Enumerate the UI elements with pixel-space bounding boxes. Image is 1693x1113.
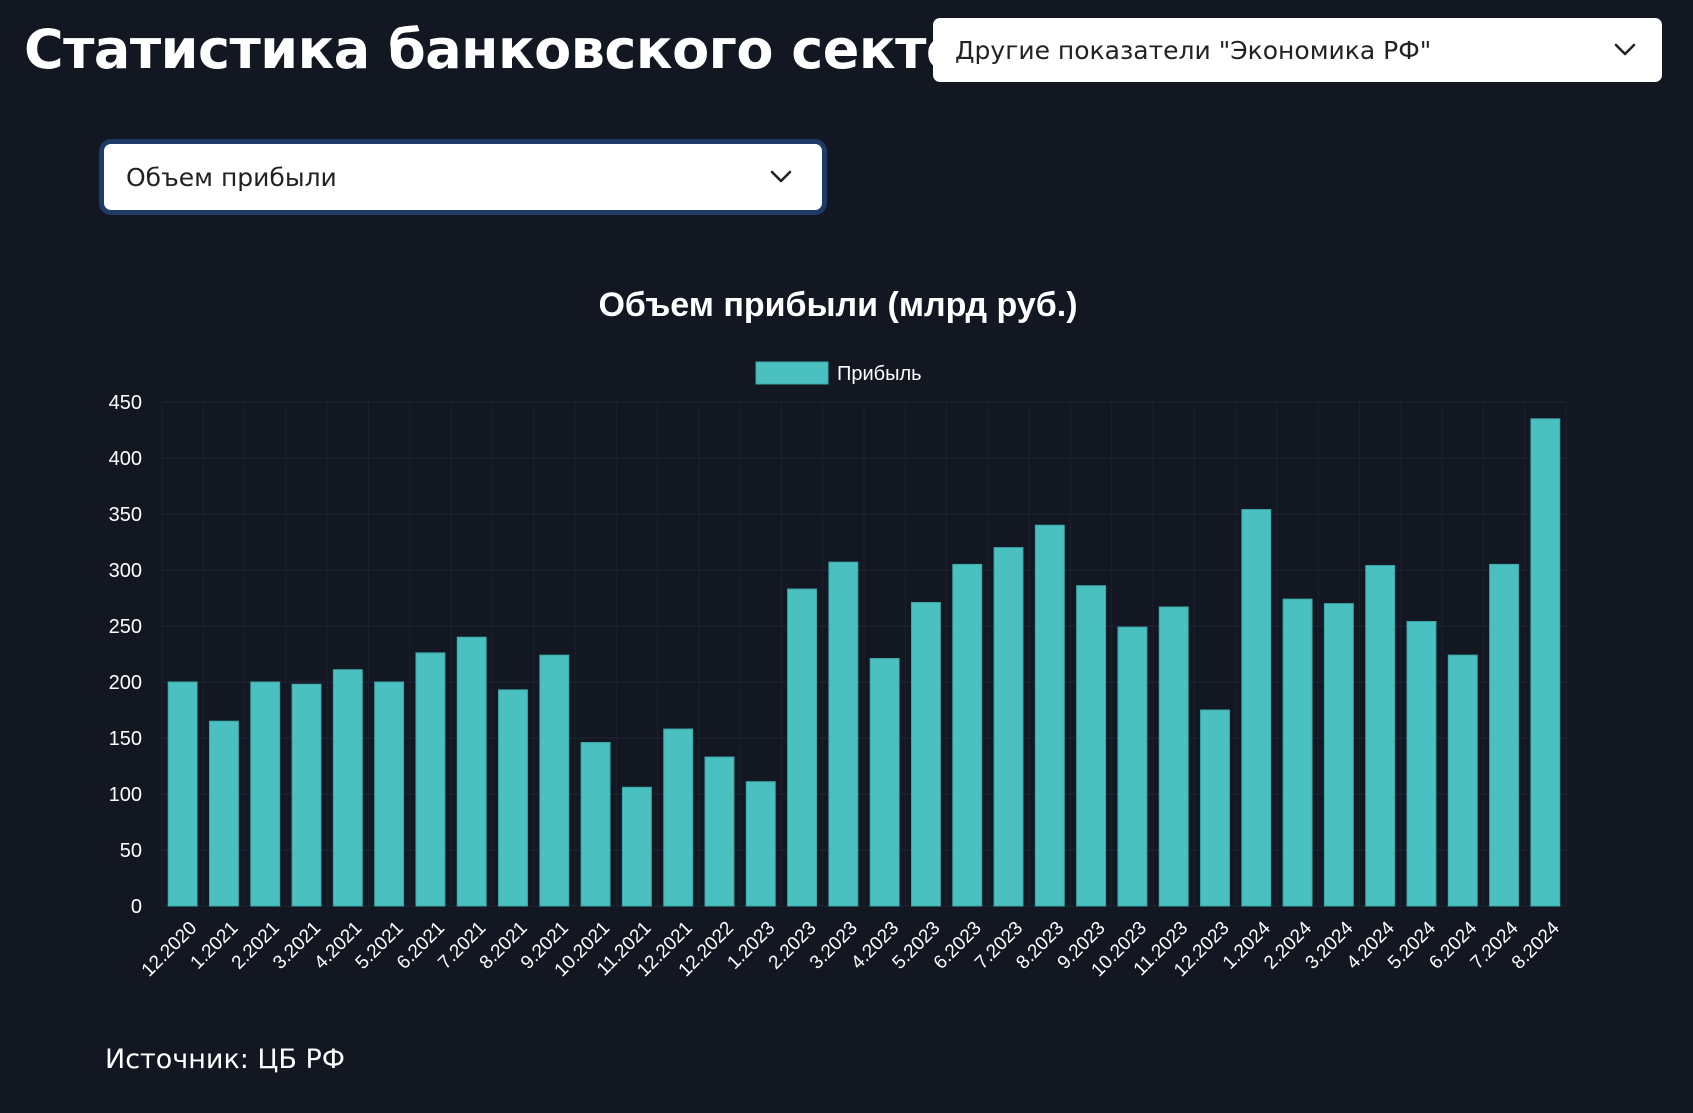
profit-chart: Объем прибыли (млрд руб.) Прибыль 0 50 100… <box>90 270 1590 1030</box>
bar[interactable] <box>456 636 487 907</box>
bar-layer <box>167 418 1561 907</box>
bar[interactable] <box>745 781 776 907</box>
bar[interactable] <box>1117 626 1148 907</box>
bar[interactable] <box>993 547 1024 907</box>
metric-select-value: Объем прибыли <box>126 162 337 192</box>
bar[interactable] <box>869 657 900 907</box>
bar[interactable] <box>250 681 281 907</box>
x-axis: 12.20201.20212.20213.20214.20215.20216.2… <box>138 917 1564 981</box>
x-tick-label: 8.2024 <box>1508 917 1564 973</box>
bar[interactable] <box>1076 585 1107 907</box>
x-tick-label: 12.2020 <box>138 918 201 981</box>
bar[interactable] <box>1323 603 1354 907</box>
y-tick-label: 450 <box>109 392 142 414</box>
other-indicators-select[interactable]: Другие показатели "Экономика РФ" <box>933 18 1662 82</box>
bar[interactable] <box>828 561 859 907</box>
bar[interactable] <box>787 588 818 907</box>
y-tick-label: 50 <box>120 840 142 862</box>
bar[interactable] <box>910 601 941 907</box>
chevron-down-icon <box>770 170 792 183</box>
y-tick-label: 250 <box>109 616 142 638</box>
bar[interactable] <box>374 681 405 907</box>
bar[interactable] <box>415 652 446 907</box>
bar[interactable] <box>1282 598 1313 907</box>
y-tick-label: 400 <box>109 448 142 470</box>
bar[interactable] <box>167 681 198 907</box>
bar[interactable] <box>1365 565 1396 907</box>
chevron-down-icon <box>1614 43 1636 56</box>
chart-svg: Объем прибыли (млрд руб.) Прибыль 0 50 100… <box>109 286 1567 981</box>
y-tick-label: 150 <box>109 728 142 750</box>
y-tick-label: 350 <box>109 504 142 526</box>
metric-select[interactable]: Объем прибыли <box>104 144 822 210</box>
bar[interactable] <box>952 563 983 907</box>
bar[interactable] <box>291 683 322 907</box>
bar[interactable] <box>621 786 652 907</box>
y-tick-label: 100 <box>109 784 142 806</box>
bar[interactable] <box>1530 418 1561 907</box>
bar[interactable] <box>580 741 611 907</box>
bar[interactable] <box>704 756 735 907</box>
legend-label: Прибыль <box>837 363 922 385</box>
bar[interactable] <box>539 654 570 907</box>
legend-swatch <box>755 361 829 385</box>
chart-legend[interactable]: Прибыль <box>755 361 922 385</box>
bar[interactable] <box>1034 524 1065 907</box>
y-axis: 0 50 100 150 200 250 300 350 400 450 <box>109 392 142 918</box>
bar[interactable] <box>498 689 528 907</box>
page-title: Статистика банковского сектора <box>24 18 1037 81</box>
bar[interactable] <box>208 720 239 907</box>
chart-title: Объем прибыли (млрд руб.) <box>598 286 1077 324</box>
source-note: Источник: ЦБ РФ <box>105 1044 346 1075</box>
y-tick-label: 0 <box>131 896 142 918</box>
other-indicators-select-value: Другие показатели "Экономика РФ" <box>955 35 1432 65</box>
bar[interactable] <box>1447 654 1478 907</box>
bar[interactable] <box>1489 563 1520 907</box>
grid-layer <box>161 401 1567 907</box>
bar[interactable] <box>1200 709 1230 907</box>
bar[interactable] <box>1406 621 1437 907</box>
y-tick-label: 200 <box>109 672 142 694</box>
bar[interactable] <box>663 728 694 907</box>
bar[interactable] <box>332 669 363 907</box>
bar[interactable] <box>1158 606 1189 907</box>
y-tick-label: 300 <box>109 560 142 582</box>
bar[interactable] <box>1241 509 1272 907</box>
